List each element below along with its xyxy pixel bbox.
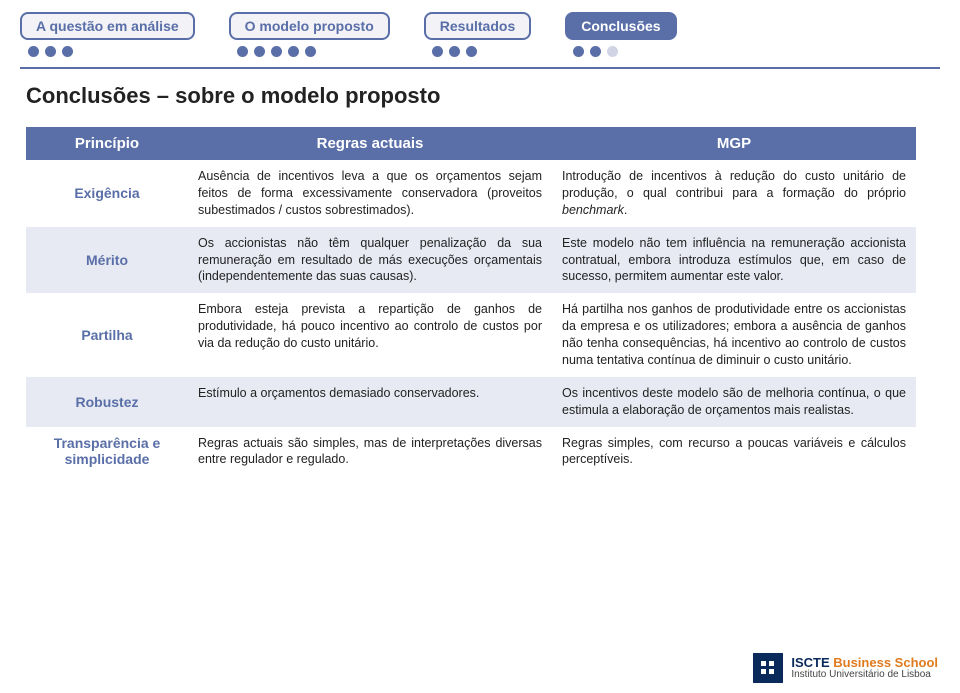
nav-item[interactable]: Conclusões	[565, 12, 676, 57]
table-row-current: Regras actuais são simples, mas de inter…	[188, 427, 552, 477]
nav-item[interactable]: Resultados	[424, 12, 531, 57]
nav-pill[interactable]: O modelo proposto	[229, 12, 390, 40]
table-row-current: Estímulo a orçamentos demasiado conserva…	[188, 377, 552, 427]
progress-dot-icon	[237, 46, 248, 57]
table-row-mgp: Há partilha nos ganhos de produtividade …	[552, 293, 916, 377]
table-header-current: Regras actuais	[188, 127, 552, 160]
table-row-principle: Partilha	[26, 293, 188, 377]
nav-pill[interactable]: Conclusões	[565, 12, 676, 40]
conclusions-table: Princípio Regras actuais MGP ExigênciaAu…	[26, 127, 934, 476]
progress-dot-icon	[432, 46, 443, 57]
progress-dot-icon	[45, 46, 56, 57]
progress-dot-icon	[590, 46, 601, 57]
table-row-mgp: Introdução de incentivos à redução do cu…	[552, 160, 916, 227]
table-header-principle: Princípio	[26, 127, 188, 160]
logo-line2: Instituto Universitário de Lisboa	[791, 670, 938, 681]
progress-dot-icon	[62, 46, 73, 57]
table-row-principle: Robustez	[26, 377, 188, 427]
progress-dot-icon	[254, 46, 265, 57]
progress-dot-icon	[573, 46, 584, 57]
progress-dot-icon	[607, 46, 618, 57]
nav-item[interactable]: A questão em análise	[20, 12, 195, 57]
logo-line1-a: ISCTE	[791, 655, 833, 670]
table-row-principle: Mérito	[26, 227, 188, 294]
logo-mark-icon	[753, 653, 783, 683]
nav-divider	[20, 67, 940, 69]
table-row-principle: Transparência e simplicidade	[26, 427, 188, 477]
table-row-current: Ausência de incentivos leva a que os orç…	[188, 160, 552, 227]
table-row-mgp: Regras simples, com recurso a poucas var…	[552, 427, 916, 477]
nav-pill[interactable]: A questão em análise	[20, 12, 195, 40]
table-row-principle: Exigência	[26, 160, 188, 227]
page-title: Conclusões – sobre o modelo proposto	[26, 83, 960, 109]
table-row-current: Embora esteja prevista a repartição de g…	[188, 293, 552, 377]
progress-dot-icon	[305, 46, 316, 57]
table-row-mgp: Os incentivos deste modelo são de melhor…	[552, 377, 916, 427]
logo-text: ISCTE Business School Instituto Universi…	[791, 656, 938, 680]
footer-logo: ISCTE Business School Instituto Universi…	[753, 653, 938, 683]
logo-line1-b: Business School	[833, 655, 938, 670]
progress-dot-icon	[288, 46, 299, 57]
nav-item[interactable]: O modelo proposto	[229, 12, 390, 57]
progress-dot-icon	[28, 46, 39, 57]
nav-progress-dots	[237, 46, 316, 57]
progress-dot-icon	[449, 46, 460, 57]
table-row-mgp: Este modelo não tem influência na remune…	[552, 227, 916, 294]
nav-progress-dots	[432, 46, 477, 57]
nav-progress-dots	[28, 46, 73, 57]
table-header-mgp: MGP	[552, 127, 916, 160]
progress-dot-icon	[271, 46, 282, 57]
progress-dot-icon	[466, 46, 477, 57]
nav-progress-dots	[573, 46, 618, 57]
breadcrumb-nav: A questão em análise O modelo proposto Res…	[0, 0, 960, 61]
table-row-current: Os accionistas não têm qualquer penaliza…	[188, 227, 552, 294]
nav-pill[interactable]: Resultados	[424, 12, 531, 40]
